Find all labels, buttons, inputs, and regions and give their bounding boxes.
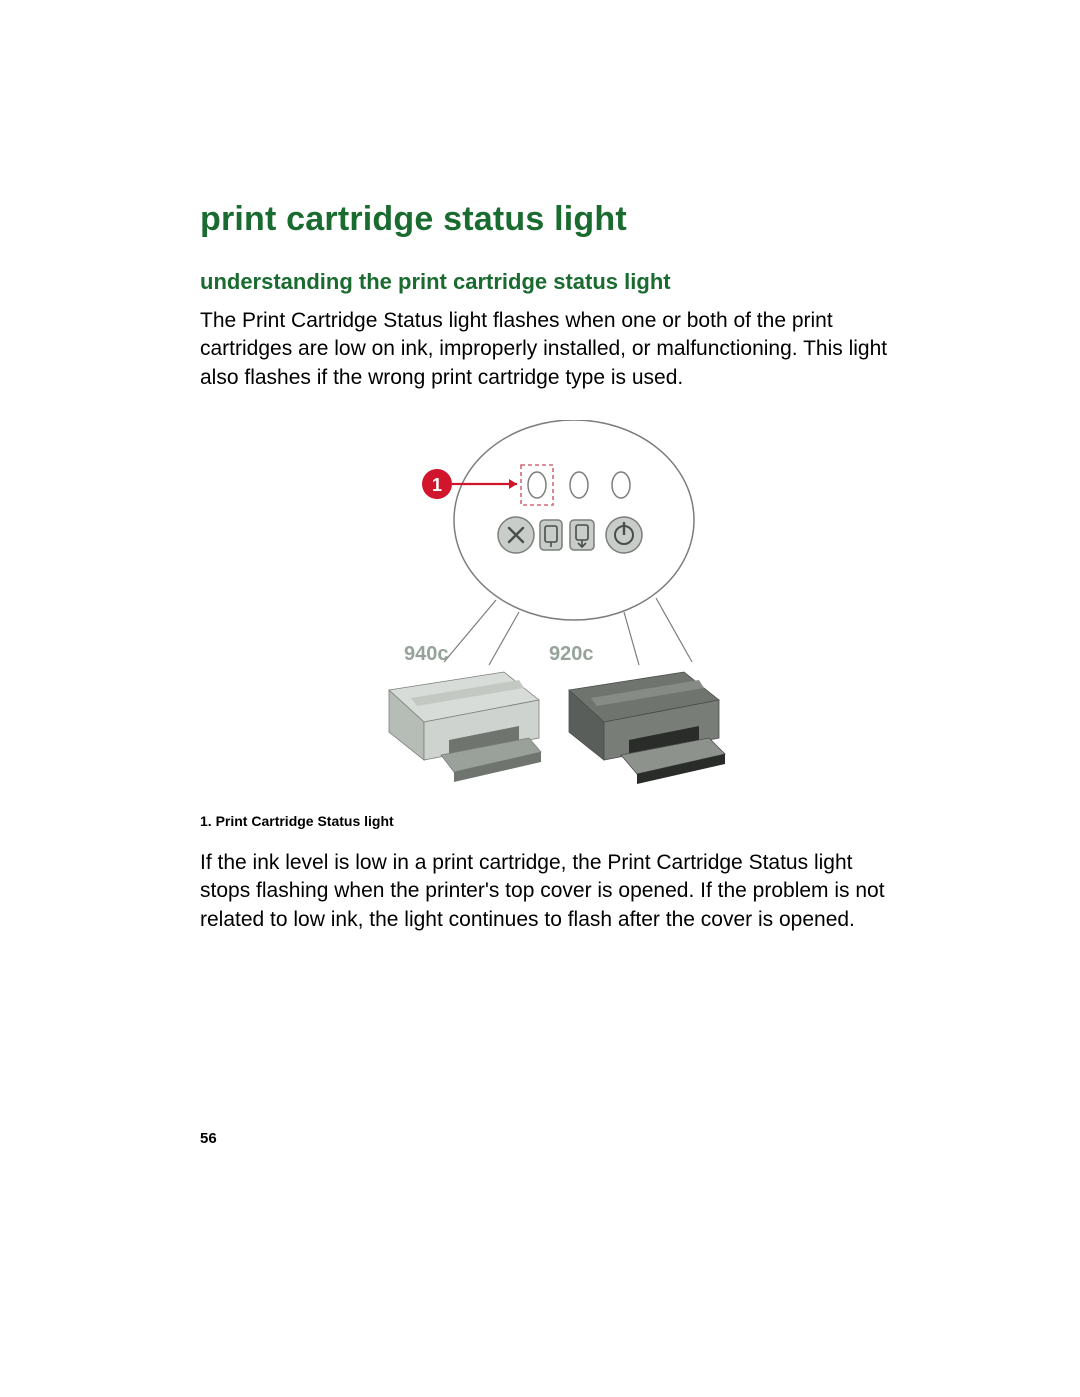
page-title: print cartridge status light xyxy=(200,200,890,239)
resume-button-icon xyxy=(570,520,594,550)
document-page: print cartridge status light understandi… xyxy=(0,0,1080,1397)
cartridge-button-icon xyxy=(540,520,562,550)
callout-number: 1 xyxy=(432,475,442,495)
intro-paragraph: The Print Cartridge Status light flashes… xyxy=(200,307,890,392)
cancel-button-icon xyxy=(498,517,534,553)
model-label-left: 940c xyxy=(404,643,449,665)
model-label-right: 920c xyxy=(549,643,594,665)
printer-diagram: 1 940c 920c xyxy=(324,420,764,790)
figure-caption: 1. Print Cartridge Status light xyxy=(200,813,890,829)
page-number: 56 xyxy=(200,1130,217,1147)
figure-container: 1 940c 920c xyxy=(324,420,1014,795)
followup-paragraph: If the ink level is low in a print cartr… xyxy=(200,849,890,934)
printer-920c-icon xyxy=(569,672,725,784)
section-subtitle: understanding the print cartridge status… xyxy=(200,269,890,295)
magnifier-lens xyxy=(454,420,694,620)
power-button-icon xyxy=(606,517,642,553)
printer-940c-icon xyxy=(389,672,541,782)
